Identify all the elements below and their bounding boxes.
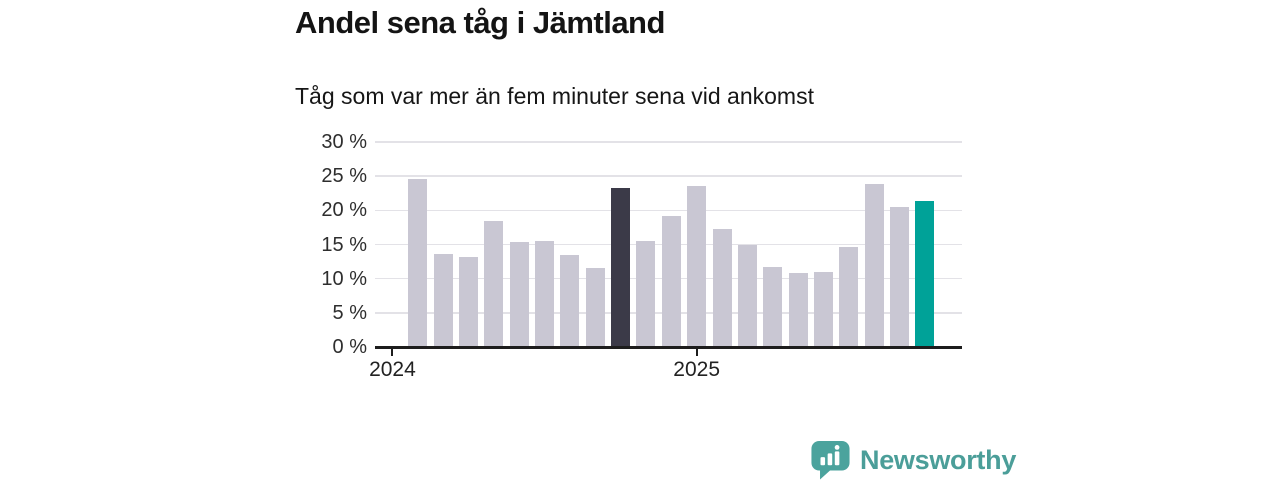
bar-2024-04	[459, 256, 478, 347]
bar-2025-02	[712, 229, 732, 347]
bar-2025-01	[687, 186, 707, 347]
bar-2025-08	[864, 184, 884, 347]
y-axis-label: 20 %	[321, 199, 367, 222]
bar-2024-06	[509, 241, 529, 347]
bar-2024-08	[560, 254, 580, 347]
bar-2024-12	[661, 215, 681, 347]
chart-title: Andel sena tåg i Jämtland	[295, 5, 665, 40]
bar-2025-10	[915, 201, 935, 347]
bar-2024-10	[611, 187, 631, 347]
bar-2024-05	[484, 220, 504, 347]
bar-2025-05	[788, 273, 808, 347]
bar-2024-07	[535, 241, 555, 347]
gridline-30	[375, 141, 962, 143]
x-axis-tick-2025	[695, 348, 698, 356]
y-axis-label: 30 %	[321, 131, 367, 153]
y-axis-label: 10 %	[321, 267, 367, 290]
bar-2024-03	[433, 254, 453, 347]
bar-2024-11	[636, 241, 656, 347]
y-axis-label: 5 %	[332, 301, 367, 324]
y-axis-label: 25 %	[321, 165, 367, 188]
y-axis-label: 15 %	[321, 233, 367, 256]
x-axis-line	[375, 345, 962, 349]
bar-2025-06	[813, 271, 833, 347]
newsworthy-wordmark: Newsworthy	[860, 444, 1017, 475]
bar-2025-09	[889, 206, 909, 347]
bar-2025-04	[763, 267, 783, 347]
bar-2025-03	[737, 244, 757, 347]
x-axis-label-2025: 2025	[673, 358, 720, 381]
newsworthy-branding[interactable]: Newsworthy	[810, 440, 1016, 480]
bar-2024-02	[408, 178, 428, 347]
gridline-20	[375, 209, 962, 212]
bar-2024-09	[585, 268, 605, 347]
bar-2025-07	[839, 247, 859, 347]
newsworthy-logo-icon	[811, 440, 850, 480]
y-axis-label: 0 %	[332, 336, 367, 358]
x-axis-label-2024: 2024	[369, 358, 416, 381]
x-axis-tick-2024	[391, 348, 394, 356]
gridline-25	[375, 175, 962, 177]
chart-subtitle: Tåg som var mer än fem minuter sena vid …	[295, 83, 814, 109]
